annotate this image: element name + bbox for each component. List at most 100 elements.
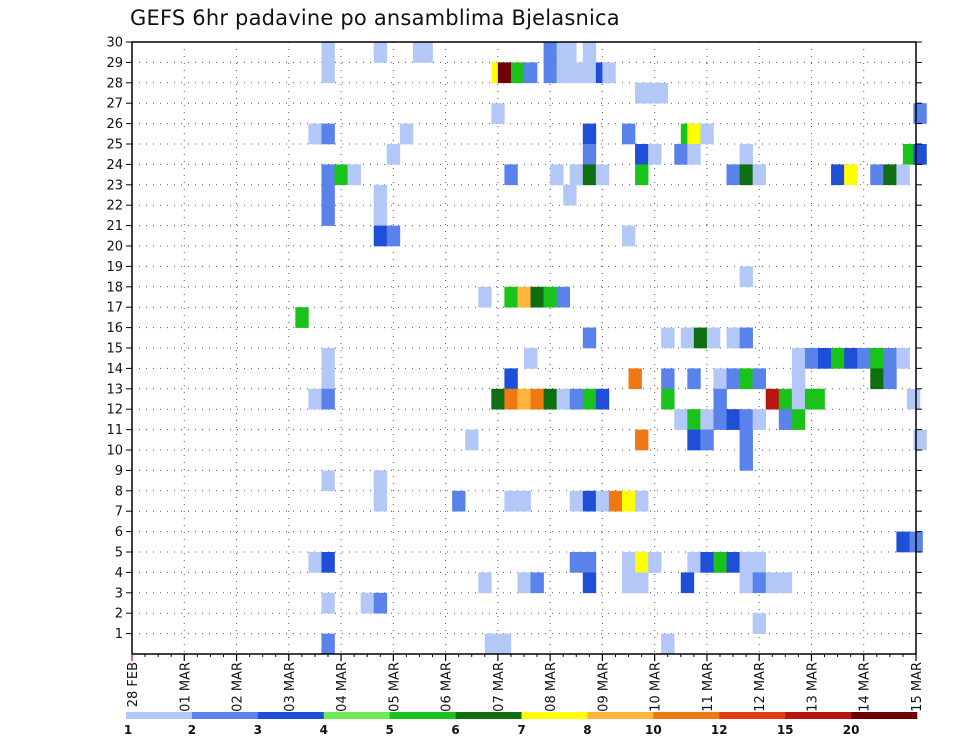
heatmap-cell: [321, 592, 335, 614]
y-tick-label: 8: [115, 484, 123, 499]
heatmap-cell: [739, 144, 753, 165]
heatmap-cell: [635, 429, 649, 451]
heatmap-cell: [524, 348, 538, 369]
heatmap-cell: [582, 62, 597, 84]
heatmap-cell: [791, 409, 806, 430]
x-tick-label: 08 MAR: [544, 662, 559, 712]
heatmap-cell: [556, 286, 571, 308]
y-tick-label: 4: [115, 566, 123, 581]
heatmap-cell: [628, 368, 642, 390]
heatmap-cell: [465, 429, 479, 451]
heatmap-cell: [654, 82, 669, 104]
colorbar-swatch: [323, 712, 390, 719]
heatmap-cell: [569, 62, 584, 84]
heatmap-cell: [883, 368, 897, 390]
heatmap-cell: [661, 388, 675, 410]
chart-title: GEFS 6hr padavine po ansamblima Bjelasni…: [130, 6, 620, 30]
heatmap-cell: [504, 388, 518, 410]
colorbar-label: 7: [517, 723, 525, 737]
y-tick-label: 9: [115, 464, 123, 479]
heatmap-cell: [739, 266, 753, 288]
heatmap-cell: [739, 409, 753, 430]
heatmap-cell: [386, 144, 401, 165]
heatmap-cell: [791, 368, 806, 390]
heatmap-cell: [739, 164, 753, 186]
heatmap-cell: [641, 82, 655, 104]
heatmap-cell: [661, 327, 675, 349]
heatmap-cell: [321, 552, 335, 573]
colorbar-label: 1: [124, 723, 132, 737]
heatmap-cell: [334, 164, 348, 186]
heatmap-cell: [582, 388, 597, 410]
colorbar-swatch: [653, 712, 720, 719]
heatmap-cell: [582, 552, 597, 573]
heatmap-cell: [321, 62, 335, 84]
heatmap-cell: [504, 490, 518, 512]
heatmap-cell: [791, 348, 806, 369]
heatmap-cell: [752, 368, 767, 390]
heatmap-cell: [661, 368, 675, 390]
colorbar-swatch: [719, 712, 786, 719]
heatmap-cell: [726, 164, 740, 186]
heatmap-cell: [687, 123, 701, 145]
heatmap-cell: [321, 388, 335, 410]
heatmap-cell: [883, 348, 897, 369]
heatmap-cell: [563, 42, 577, 63]
x-tick-label: 06 MAR: [440, 662, 455, 712]
heatmap-cell: [831, 164, 845, 186]
heatmap-cell: [373, 592, 388, 614]
heatmap-cell: [569, 164, 584, 186]
heatmap-cell: [622, 490, 636, 512]
heatmap-cell: [452, 490, 466, 512]
heatmap-cell: [811, 388, 825, 410]
heatmap-cell: [752, 164, 767, 186]
x-tick-label: 28 FEB: [126, 662, 141, 707]
heatmap-cell: [844, 164, 858, 186]
heatmap-cell: [844, 348, 858, 369]
colorbar-label: 4: [320, 723, 328, 737]
heatmap-cell: [595, 490, 610, 512]
heatmap-cell: [373, 490, 388, 512]
heatmap-cell: [857, 348, 871, 369]
heatmap-cell: [530, 388, 544, 410]
colorbar-swatch: [126, 712, 193, 719]
heatmap-cell: [622, 552, 636, 573]
heatmap-cell: [752, 409, 767, 430]
heatmap-cell: [308, 123, 322, 145]
heatmap-cell: [713, 409, 727, 430]
heatmap-cell: [321, 470, 335, 492]
heatmap-cell: [726, 552, 740, 573]
heatmap-cell: [700, 409, 714, 430]
heatmap-cell: [674, 144, 688, 165]
heatmap-cell: [491, 103, 505, 124]
heatmap-cell: [896, 531, 910, 553]
x-tick-label: 13 MAR: [805, 662, 820, 712]
heatmap-cell: [635, 552, 649, 573]
y-tick-label: 1: [115, 627, 123, 642]
heatmap-cell: [373, 225, 388, 247]
heatmap-cell: [484, 633, 499, 655]
heatmap-cell: [321, 348, 335, 369]
heatmap-cell: [752, 552, 767, 573]
heatmap-cell: [687, 144, 701, 165]
y-tick-label: 2: [115, 607, 123, 622]
heatmap-cell: [563, 184, 577, 206]
heatmap-cell: [308, 388, 322, 410]
heatmap-cell: [595, 388, 610, 410]
colorbar-swatch: [257, 712, 325, 719]
heatmap-cell: [818, 348, 832, 369]
heatmap-cell: [569, 490, 584, 512]
heatmap-cell: [530, 572, 544, 594]
heatmap-cell: [582, 144, 597, 165]
y-tick-label: 16: [106, 321, 123, 336]
heatmap-cell: [360, 592, 375, 614]
heatmap-cell: [687, 409, 701, 430]
y-tick-label: 17: [106, 301, 123, 316]
colorbar-swatch: [389, 712, 456, 719]
heatmap-cell: [478, 286, 492, 308]
heatmap-cell: [491, 388, 505, 410]
heatmap-cell: [347, 164, 361, 186]
colorbar-label: 5: [385, 723, 393, 737]
heatmap-cell: [497, 62, 512, 84]
